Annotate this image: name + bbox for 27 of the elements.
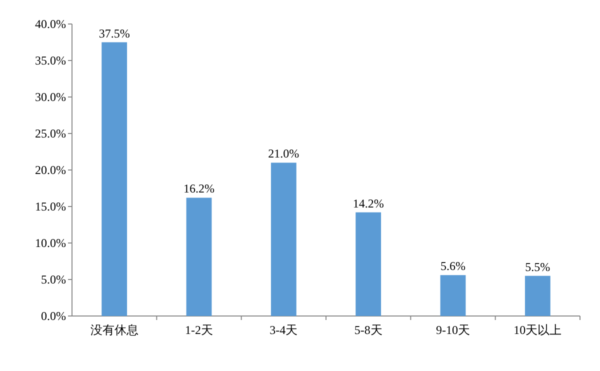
data-label: 5.5%	[525, 260, 550, 274]
y-tick-label: 40.0%	[35, 17, 66, 31]
x-tick-label: 5-8天	[354, 323, 382, 337]
data-label: 14.2%	[352, 196, 384, 210]
x-tick-label: 1-2天	[185, 323, 213, 337]
data-label: 16.2%	[184, 182, 214, 196]
bar	[186, 198, 212, 316]
bar	[524, 276, 550, 316]
x-tick-label: 9-10天	[436, 323, 470, 337]
y-tick-label: 35.0%	[35, 54, 66, 68]
bar	[440, 275, 466, 316]
y-tick-label: 20.0%	[35, 163, 66, 177]
y-tick-label: 5.0%	[41, 272, 66, 286]
data-label: 21.0%	[268, 146, 300, 161]
y-tick-label: 25.0%	[35, 126, 66, 140]
y-tick-label: 10.0%	[35, 236, 66, 250]
x-tick-label: 3-4天	[270, 323, 298, 337]
y-tick-label: 15.0%	[35, 200, 66, 214]
x-tick-label: 没有休息	[90, 323, 138, 337]
bar	[356, 212, 382, 316]
bar	[270, 162, 296, 316]
y-tick-label: 0.0%	[41, 309, 66, 323]
data-label: 37.5%	[98, 26, 130, 40]
data-label: 5.6%	[440, 259, 466, 274]
x-tick-label: 10天以上	[514, 323, 562, 337]
bar	[102, 42, 128, 316]
y-tick-label: 30.0%	[35, 90, 66, 104]
